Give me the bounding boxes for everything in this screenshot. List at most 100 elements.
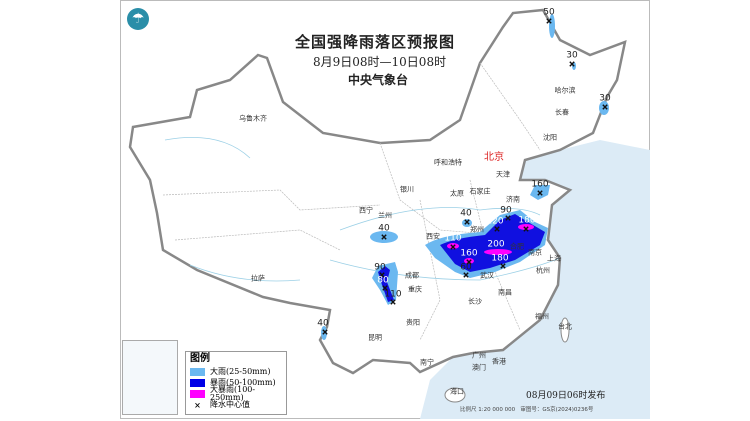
precip-value: 180 (518, 215, 536, 226)
city-label: 拉萨 (251, 274, 265, 283)
legend-label: 大雨(25-50mm) (210, 366, 271, 376)
city-label: 银川 (400, 185, 414, 194)
legend-label: 暴雨(50-100mm) (210, 377, 276, 387)
rain-area-henan (462, 219, 472, 227)
x-mark-icon (569, 61, 575, 67)
city-label: 北京 (484, 152, 504, 163)
legend-label: 大暴雨(100-250mm) (210, 384, 256, 402)
sea-area (420, 140, 650, 419)
city-label: 呼和浩特 (434, 158, 462, 167)
city-label: 天津 (496, 170, 510, 179)
city-label: 贵阳 (406, 318, 420, 327)
city-label: 郑州 (470, 225, 484, 234)
city-label: 兰州 (378, 211, 392, 220)
legend-item-rainstorm: 暴雨(50-100mm) (190, 377, 282, 388)
x-mark-icon (537, 190, 543, 196)
precip-value: 30 (599, 93, 611, 104)
x-mark-icon (450, 244, 456, 250)
heavy-rainstorm-area (447, 243, 459, 249)
city-label: 杭州 (536, 266, 550, 275)
city-label: 台北 (558, 322, 572, 331)
precip-value: 60 (460, 262, 472, 273)
precip-value: 90 (374, 262, 386, 273)
precip-value: 40 (317, 318, 329, 329)
city-label: 上海 (547, 254, 561, 263)
map-scale: 比例尺 1:20 000 000 (460, 407, 516, 413)
legend-swatch (190, 378, 205, 387)
precip-value: 40 (460, 208, 472, 219)
heavy-rainstorm-area (518, 224, 534, 230)
south-china-sea-inset-map (122, 340, 178, 415)
city-label: 澳门 (472, 363, 486, 372)
precip-value: 120 (486, 216, 504, 227)
forecast-period: 8月9日08时—10日08时 (313, 55, 447, 69)
city-label: 广州 (472, 351, 486, 360)
precip-value: 40 (378, 223, 390, 234)
city-label: 太原 (450, 189, 464, 198)
city-label: 成都 (405, 271, 419, 280)
legend: 图例 大雨(25-50mm) 暴雨(50-100mm) 大暴雨(100-250m… (185, 351, 287, 415)
x-mark-icon (505, 215, 511, 221)
x-mark-icon: × (194, 399, 201, 410)
city-label: 长春 (555, 108, 569, 117)
hainan-island (444, 387, 466, 403)
map-scale-and-number: 比例尺 1:20 000 000 审图号：GS京(2024)0236号 (460, 407, 593, 414)
x-mark-icon (379, 272, 385, 278)
legend-swatch (190, 367, 205, 376)
city-label: 香港 (492, 357, 506, 366)
x-mark-icon (382, 285, 388, 291)
city-label: 南京 (528, 248, 542, 257)
precip-value: 90 (500, 205, 512, 216)
city-label: 哈尔滨 (554, 86, 576, 95)
heavy-rainstorm-area (484, 249, 512, 255)
x-mark-icon (463, 272, 469, 278)
city-label: 济南 (506, 195, 520, 204)
precip-value: 180 (491, 253, 509, 264)
city-label: 重庆 (408, 285, 422, 294)
x-mark-icon (500, 263, 506, 269)
rain-areas (321, 14, 609, 340)
x-mark-icon (523, 226, 529, 232)
issuing-organization: 中央气象台 (348, 73, 409, 87)
city-label: 西安 (426, 232, 440, 241)
precip-value: 110 (384, 289, 402, 300)
legend-item-heavy-rain: 大雨(25-50mm) (190, 366, 282, 377)
city-label: 福州 (535, 312, 549, 321)
precip-value: 160 (531, 179, 549, 190)
legend-item-precip-center: × 降水中心值 (190, 399, 282, 410)
precip-value: 30 (566, 50, 578, 61)
precip-value: 200 (487, 239, 505, 250)
precip-value: 80 (377, 275, 389, 286)
x-mark-icon (546, 18, 552, 24)
cma-logo-icon: ☂ (127, 8, 149, 30)
city-label: 合肥 (510, 242, 524, 251)
city-label: 石家庄 (469, 187, 491, 196)
city-label: 乌鲁木齐 (239, 114, 267, 123)
x-mark-icon (464, 219, 470, 225)
legend-title: 图例 (190, 353, 210, 364)
x-mark-icon (494, 226, 500, 232)
city-label: 西宁 (359, 206, 373, 215)
x-mark-icon (381, 234, 387, 240)
city-label: 昆明 (368, 333, 382, 342)
legend-label: 降水中心值 (210, 399, 250, 409)
heavy-rainstorm-area (464, 258, 474, 264)
x-mark-icon (602, 104, 608, 110)
rain-area-heilongjiang-north (549, 14, 555, 38)
city-label: 南宁 (420, 358, 434, 367)
x-mark-icon (322, 329, 328, 335)
map-approval-number: 审图号：GS京(2024)0236号 (520, 407, 594, 413)
rivers (164, 137, 561, 282)
precip-center-marks (322, 18, 608, 335)
precip-value: 160 (460, 248, 478, 259)
taiwan-island (560, 317, 570, 343)
precip-value: 110 (444, 233, 462, 244)
x-mark-icon (390, 299, 396, 305)
legend-item-heavy-rainstorm: 大暴雨(100-250mm) (190, 384, 282, 402)
legend-swatch (190, 389, 205, 398)
map-title: 全国强降雨落区预报图 (295, 33, 456, 51)
city-label: 武汉 (480, 271, 494, 280)
city-label: 海口 (450, 387, 464, 396)
china-outline (128, 8, 627, 375)
